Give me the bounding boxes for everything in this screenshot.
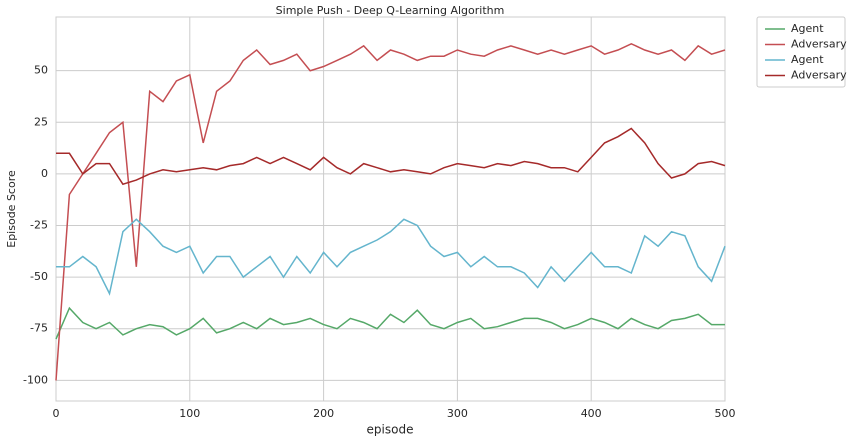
x-tick-label: 500 (715, 407, 736, 420)
legend-label: Agent (791, 53, 824, 66)
x-tick-label: 0 (53, 407, 60, 420)
legend-box (756, 16, 846, 88)
y-tick-label: 25 (34, 115, 48, 128)
y-tick-label: -25 (30, 219, 48, 232)
y-tick-label: 50 (34, 64, 48, 77)
series-line (56, 218, 726, 296)
y-axis-label: Episode Score (5, 170, 18, 248)
x-axis-label: episode (367, 423, 414, 437)
x-tick-label: 400 (581, 407, 602, 420)
series-line (55, 42, 726, 381)
x-tick-label: 300 (447, 407, 468, 420)
legend-label: Adversary (791, 38, 847, 51)
y-tick-label: 0 (41, 167, 48, 180)
y-tick-label: -75 (30, 322, 48, 335)
y-tick-label: -100 (23, 373, 48, 386)
x-tick-label: 200 (313, 407, 334, 420)
series-line (56, 127, 726, 186)
y-tick-label: -50 (30, 270, 48, 283)
chart-title: Simple Push - Deep Q-Learning Algorithm (276, 4, 505, 17)
plot-frame (55, 16, 726, 402)
legend-label: Agent (791, 22, 824, 35)
legend-label: Adversary (791, 69, 847, 82)
series-line (55, 306, 725, 340)
x-tick-label: 100 (179, 407, 200, 420)
